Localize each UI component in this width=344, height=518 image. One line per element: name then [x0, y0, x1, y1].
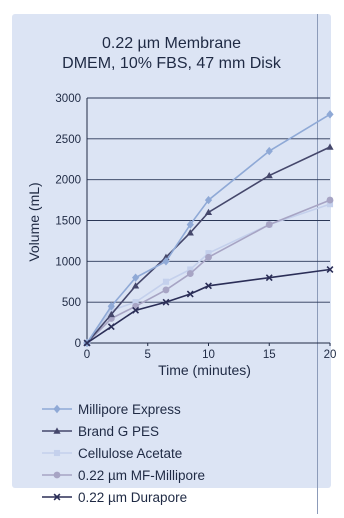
legend-label: Cellulose Acetate — [78, 445, 183, 461]
data-point — [162, 286, 170, 294]
data-point — [204, 208, 213, 216]
data-point — [265, 274, 273, 282]
y-axis-label: Volume (mL) — [26, 182, 42, 261]
legend-swatch — [42, 427, 72, 434]
series-line — [86, 113, 331, 344]
data-point — [132, 273, 140, 282]
x-tick-label: 10 — [202, 349, 215, 361]
data-point — [162, 298, 170, 306]
series-1 — [83, 110, 334, 348]
data-point — [205, 282, 212, 290]
series-line — [86, 146, 331, 344]
y-tick-label: 1500 — [55, 216, 81, 228]
series-group — [83, 110, 334, 348]
data-point — [107, 310, 115, 318]
data-point — [326, 266, 334, 273]
chart-subtitle: DMEM, 10% FBS, 47 mm Disk — [62, 55, 281, 72]
x-tick-label: 0 — [84, 349, 90, 361]
series-line — [86, 203, 331, 344]
data-point — [205, 250, 212, 257]
chart-title-block: 0.22 µm Membrane DMEM, 10% FBS, 47 mm Di… — [12, 34, 331, 74]
x-axis-label: Time (minutes) — [158, 362, 251, 378]
data-point — [204, 195, 213, 205]
legend-item: 0.22 µm MF-Millipore — [42, 464, 205, 486]
data-point — [53, 427, 61, 434]
data-point — [186, 229, 194, 236]
series-4 — [83, 196, 334, 347]
legend-label: Millipore Express — [78, 401, 181, 417]
data-point — [265, 146, 273, 156]
legend-item: Millipore Express — [42, 398, 205, 420]
legend-swatch — [42, 471, 72, 479]
data-point — [186, 270, 194, 278]
x-tick-label: 20 — [324, 349, 337, 361]
legend-label: 0.22 µm MF-Millipore — [78, 467, 206, 483]
data-point — [162, 278, 170, 285]
legend-swatch — [42, 493, 72, 501]
data-point — [326, 110, 334, 119]
legend-item: Brand G PES — [42, 420, 205, 442]
chart-title: 0.22 µm Membrane — [101, 35, 242, 52]
y-tick-label: 2000 — [55, 175, 81, 187]
legend-item: Cellulose Acetate — [42, 442, 205, 464]
data-point — [53, 493, 61, 501]
y-tick-label: 2500 — [55, 134, 81, 146]
series-2 — [83, 143, 334, 346]
data-point — [326, 201, 334, 208]
data-point — [326, 196, 334, 204]
y-tick-label: 3000 — [55, 93, 81, 105]
data-point — [53, 404, 61, 414]
data-point — [326, 143, 334, 150]
legend-swatch — [42, 449, 72, 457]
series-5 — [83, 266, 334, 347]
y-tick-label: 500 — [62, 297, 81, 309]
x-tick-label: 5 — [145, 349, 151, 361]
divider-rule — [317, 14, 318, 514]
legend-label: Brand G PES — [78, 423, 160, 439]
data-point — [186, 220, 194, 229]
legend: Millipore Express Brand G PES Cellulose Ac… — [42, 398, 205, 508]
data-point — [205, 253, 212, 261]
data-point — [187, 266, 194, 273]
legend-swatch — [42, 404, 72, 414]
data-point — [186, 290, 194, 298]
tick-labels: 0 500 1000 1500 2000 2500 3000 0 5 10 15 20 — [55, 93, 336, 361]
data-point — [83, 339, 91, 347]
data-point — [107, 323, 115, 331]
legend-label: 0.22 µm Durapore — [78, 489, 188, 505]
data-point — [162, 257, 170, 266]
data-point — [265, 171, 273, 179]
data-point — [107, 302, 115, 311]
data-point — [132, 282, 140, 289]
data-point — [53, 471, 61, 479]
x-tick-label: 15 — [263, 349, 276, 361]
series-line — [86, 199, 331, 344]
y-tick-label: 0 — [75, 338, 81, 350]
data-point — [53, 449, 61, 457]
data-point — [265, 221, 273, 229]
data-point — [132, 306, 140, 314]
y-tick-label: 1000 — [55, 256, 81, 268]
series-line — [86, 268, 331, 344]
data-point — [132, 299, 139, 306]
legend-item: 0.22 µm Durapore — [42, 486, 205, 508]
